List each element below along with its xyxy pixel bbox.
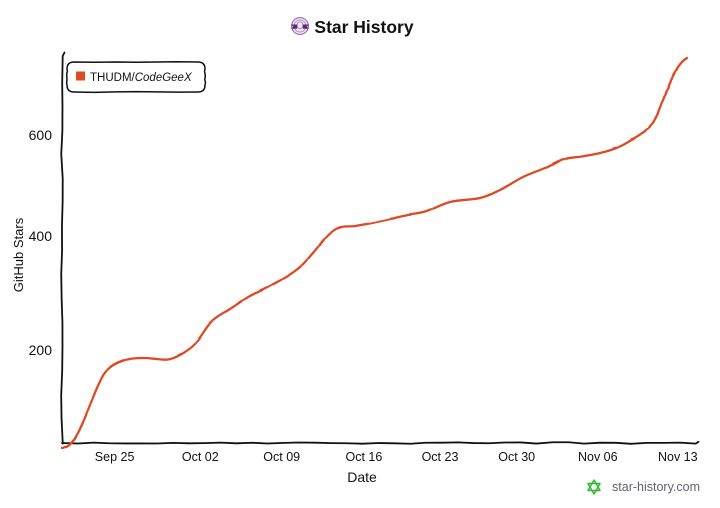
svg-text:Date: Date xyxy=(347,469,377,485)
svg-text:Oct 30: Oct 30 xyxy=(498,450,535,464)
svg-text:Sep 25: Sep 25 xyxy=(95,450,135,464)
svg-text:star-history.com: star-history.com xyxy=(612,480,700,494)
svg-text:Oct 09: Oct 09 xyxy=(263,450,300,464)
svg-text:Oct 23: Oct 23 xyxy=(422,450,459,464)
svg-text:GitHub Stars: GitHub Stars xyxy=(11,217,26,292)
svg-text:Nov 06: Nov 06 xyxy=(578,450,618,464)
svg-text:Nov 13: Nov 13 xyxy=(658,450,698,464)
svg-text:Star History: Star History xyxy=(314,17,413,37)
svg-text:200: 200 xyxy=(29,342,53,358)
svg-text:Oct 16: Oct 16 xyxy=(345,450,382,464)
svg-text:THUDM/CodeGeeX: THUDM/CodeGeeX xyxy=(90,72,193,84)
svg-text:Oct 02: Oct 02 xyxy=(182,450,219,464)
svg-text:600: 600 xyxy=(29,127,53,143)
svg-text:400: 400 xyxy=(29,228,53,244)
